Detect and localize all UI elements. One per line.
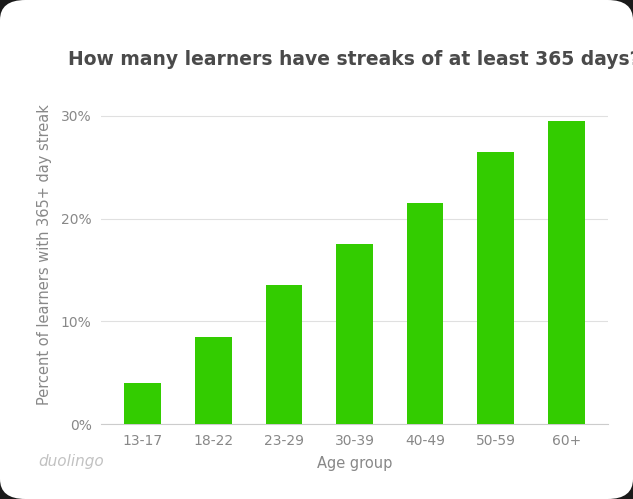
- Bar: [407, 203, 444, 424]
- Bar: [124, 383, 161, 424]
- Y-axis label: Percent of learners with 365+ day streak: Percent of learners with 365+ day streak: [37, 104, 53, 405]
- Text: duolingo: duolingo: [38, 454, 104, 469]
- Bar: [336, 244, 373, 424]
- Bar: [548, 121, 585, 424]
- Title: How many learners have streaks of at least 365 days?: How many learners have streaks of at lea…: [68, 50, 633, 69]
- Bar: [477, 152, 514, 424]
- Bar: [265, 285, 302, 424]
- Bar: [195, 337, 232, 424]
- X-axis label: Age group: Age group: [316, 456, 392, 471]
